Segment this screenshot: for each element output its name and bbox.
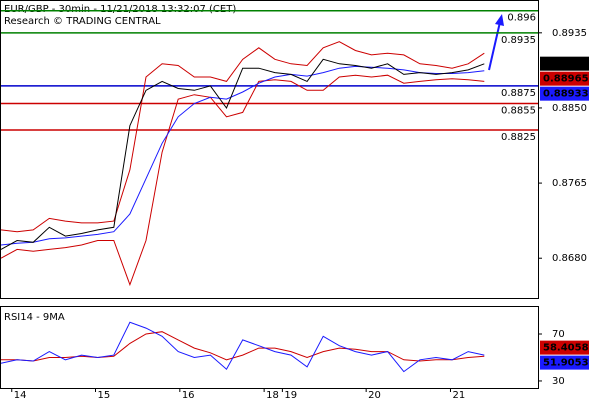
price-tag-label: 0.88933: [543, 89, 589, 100]
rsi-panel: [0, 306, 539, 389]
series-line: [0, 41, 485, 233]
level-label: 0.8855: [501, 106, 536, 117]
x-tick-label: 16: [182, 390, 195, 400]
price-tag-label: 0.89001: [543, 59, 589, 70]
series-line: [0, 321, 485, 373]
chart-title: RSI14 - 9MA: [4, 312, 65, 323]
series-line: [1, 331, 485, 362]
level-label: 0.8825: [501, 132, 536, 143]
y-tick-label: 0.8850: [552, 103, 587, 114]
price-tag: [540, 86, 589, 101]
level-label: 0.896: [507, 13, 536, 24]
x-tick-label: 14: [14, 390, 27, 400]
x-tick-label: 15: [98, 390, 111, 400]
x-tick-label: 20: [368, 390, 381, 400]
level-label: 0.8935: [501, 35, 536, 46]
price-tag-label: 0.88965: [543, 74, 589, 85]
x-tick-label: 19: [284, 390, 297, 400]
price-tag-label: 58.4058: [543, 343, 589, 354]
price-tag-label: 51.9053: [543, 358, 589, 369]
series-line: [0, 58, 485, 250]
series-line: [0, 65, 485, 246]
price-tag: [540, 355, 589, 370]
arrow-head: [495, 14, 504, 26]
y-tick-label: 70: [552, 329, 565, 340]
x-tick-label: 18: [266, 390, 279, 400]
y-tick-label: 0.8935: [552, 28, 587, 39]
price-tag: [540, 340, 589, 355]
price-tag: [540, 56, 589, 71]
y-tick-label: 30: [552, 376, 565, 387]
chart-title: EUR/GBP - 30min - 11/21/2018 13:32:07 (C…: [4, 4, 236, 15]
series-line: [0, 74, 485, 287]
y-tick-label: 0.8680: [552, 253, 587, 264]
price-panel: [0, 0, 539, 299]
chart-subtitle: Research © TRADING CENTRAL: [4, 16, 161, 27]
price-tag: [540, 71, 589, 86]
y-tick-label: 0.8765: [552, 178, 587, 189]
projection-arrow: [488, 21, 501, 71]
x-tick-label: 21: [452, 390, 465, 400]
level-label: 0.8875: [501, 88, 536, 99]
